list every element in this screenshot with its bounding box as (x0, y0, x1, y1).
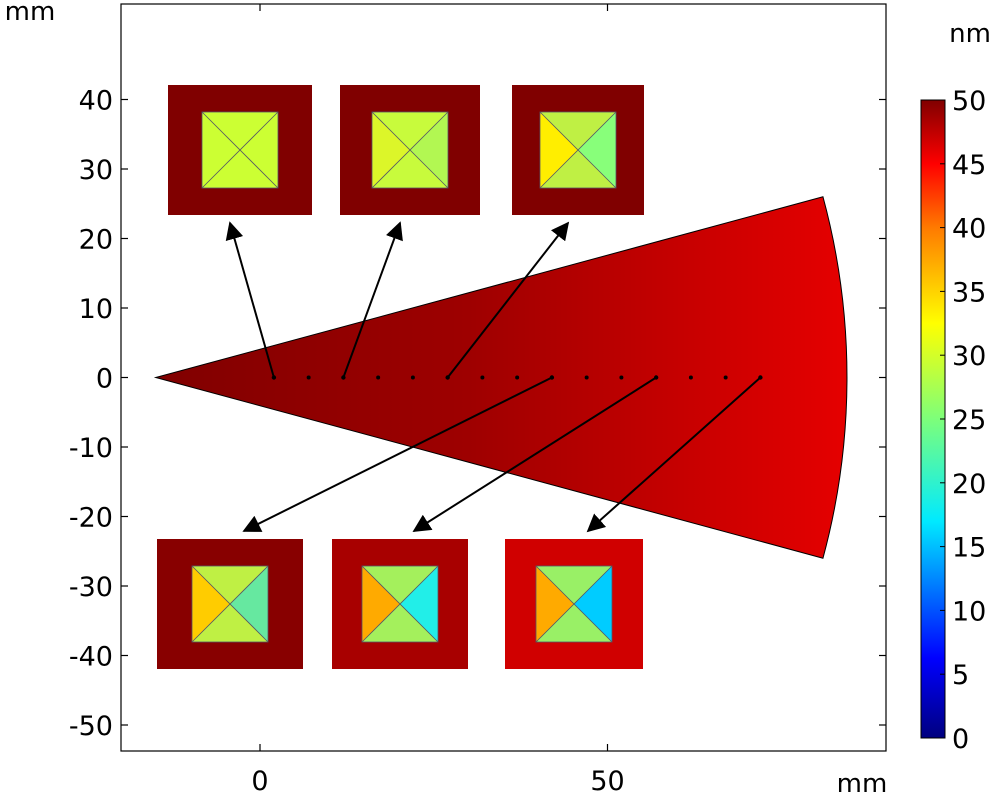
inset-square-border (191, 565, 269, 643)
axes: 40 30 20 10 0 -10 -20 -30 -40 -50 0 50 mm mm (5, 0, 888, 796)
inset-diagonal (361, 565, 439, 643)
probe-dot (584, 375, 589, 380)
inset-arrow (586, 376, 762, 533)
inset-quadrant-bottom (202, 150, 278, 188)
inset-arrow (242, 376, 553, 532)
colorbar-tick-label: 10 (952, 596, 986, 627)
inset-square-border (361, 565, 439, 643)
inset-diagonal (539, 111, 617, 189)
plot-area (153, 85, 848, 669)
inset-quadrant-bottom (372, 150, 448, 188)
inset-6 (505, 539, 643, 669)
inset-diagonal (371, 111, 449, 189)
inset-quadrant-top (202, 112, 278, 150)
y-tick-label: 10 (79, 294, 113, 325)
probe-dot (376, 375, 381, 380)
inset-diagonal (201, 111, 279, 189)
inset-1 (168, 85, 312, 215)
probe-dot (619, 375, 624, 380)
inset-quadrant-right (230, 566, 268, 642)
x-tick-label: 0 (251, 766, 268, 796)
inset-quadrant-bottom (536, 604, 612, 642)
inset-arrow (446, 221, 570, 379)
inset-quadrant-bottom (540, 150, 616, 188)
inset-square-border (201, 111, 279, 189)
inset-2 (340, 85, 480, 215)
inset-quadrant-left (372, 112, 410, 188)
inset-diagonal (191, 565, 269, 643)
colorbar-tick-label: 50 (952, 86, 986, 117)
inset-quadrant-bottom (362, 604, 438, 642)
inset-quadrant-left (202, 112, 240, 188)
y-tick-label: -30 (69, 572, 113, 603)
colorbar-tick-label: 15 (952, 533, 986, 564)
colorbar-tick-label: 45 (952, 150, 986, 181)
inset-quadrant-right (400, 566, 438, 642)
y-tick-label: 40 (79, 86, 113, 117)
inset-quadrant-left (540, 112, 578, 188)
inset-quadrant-right (240, 112, 278, 188)
y-tick-label: 0 (96, 364, 113, 395)
y-tick-label: -20 (69, 503, 113, 534)
x-unit-label: mm (837, 769, 888, 796)
inset-arrow (225, 221, 275, 378)
colorbar-tick-label: 30 (952, 341, 986, 372)
inset-square-border (535, 565, 613, 643)
inset-quadrant-left (536, 566, 574, 642)
probe-dot (515, 375, 520, 380)
inset-diagonal (535, 565, 613, 643)
sector-domain (153, 196, 848, 559)
inset-square-border (371, 111, 449, 189)
inset-square-border (539, 111, 617, 189)
inset-quadrant-top (192, 566, 268, 604)
inset-quadrant-right (574, 566, 612, 642)
inset-3 (512, 85, 644, 215)
inset-quadrant-top (362, 566, 438, 604)
colorbar-tick-label: 5 (952, 660, 969, 691)
inset-quadrant-bottom (192, 604, 268, 642)
inset-4 (157, 539, 303, 669)
y-unit-label: mm (5, 0, 56, 27)
colorbar-tick-label: 35 (952, 277, 986, 308)
inset-arrow (412, 376, 657, 532)
inset-quadrant-top (536, 566, 612, 604)
inset-arrow (342, 221, 403, 378)
inset-quadrant-left (192, 566, 230, 642)
inset-quadrant-right (410, 112, 448, 188)
colorbar-tick-label: 20 (952, 469, 986, 500)
probe-dot (723, 375, 728, 380)
y-tick-label: -40 (69, 642, 113, 673)
colorbar-tick-label: 0 (952, 724, 969, 755)
inset-quadrant-left (362, 566, 400, 642)
inset-quadrant-top (372, 112, 448, 150)
colorbar-tick-label: 40 (952, 214, 986, 245)
colorbar-tick-label: 25 (952, 405, 986, 436)
inset-5 (332, 539, 468, 669)
probe-dot (410, 375, 415, 380)
colorbar-unit-label: nm (949, 19, 991, 49)
y-tick-label: 20 (79, 225, 113, 256)
y-tick-label: -50 (69, 711, 113, 742)
y-tick-label: -10 (69, 433, 113, 464)
probe-dot (688, 375, 693, 380)
inset-quadrant-right (578, 112, 616, 188)
y-tick-label: 30 (79, 155, 113, 186)
inset-quadrant-top (540, 112, 616, 150)
x-tick-label: 50 (590, 766, 624, 796)
probe-dot (480, 375, 485, 380)
probe-dot (306, 375, 311, 380)
